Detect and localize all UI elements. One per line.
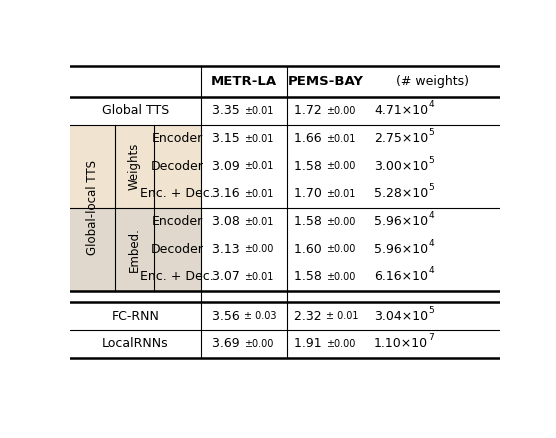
Bar <box>201 263 500 291</box>
Bar <box>201 180 500 208</box>
Text: 1.72: 1.72 <box>294 104 326 117</box>
Bar <box>70 330 500 358</box>
Text: METR-LA: METR-LA <box>211 75 277 88</box>
Text: 6.16×10: 6.16×10 <box>374 270 428 283</box>
Text: (# weights): (# weights) <box>396 75 469 88</box>
Text: 5.96×10: 5.96×10 <box>374 215 428 228</box>
Text: ±0.00: ±0.00 <box>326 244 355 254</box>
Text: Global-local TTS: Global-local TTS <box>86 160 98 255</box>
Text: 5.28×10: 5.28×10 <box>374 187 428 200</box>
Text: 1.58: 1.58 <box>294 215 326 228</box>
Text: 4.71×10: 4.71×10 <box>374 104 428 117</box>
Text: ± 0.01: ± 0.01 <box>326 311 359 321</box>
Text: 3.15: 3.15 <box>212 132 244 145</box>
Text: ±0.01: ±0.01 <box>244 272 274 282</box>
Bar <box>70 66 500 97</box>
Text: 1.10×10: 1.10×10 <box>374 337 428 350</box>
Text: 3.16: 3.16 <box>212 187 244 200</box>
Text: 4: 4 <box>428 239 434 247</box>
Text: ±0.01: ±0.01 <box>244 161 274 171</box>
Text: ±0.00: ±0.00 <box>326 339 355 349</box>
Text: 5: 5 <box>428 128 434 137</box>
Text: ±0.01: ±0.01 <box>244 106 274 116</box>
Text: ±0.01: ±0.01 <box>244 216 274 226</box>
Text: 1.60: 1.60 <box>294 243 326 256</box>
Text: ± 0.03: ± 0.03 <box>244 311 276 321</box>
Bar <box>70 291 500 303</box>
Text: ±0.01: ±0.01 <box>326 189 355 199</box>
Text: Enc. + Dec.: Enc. + Dec. <box>140 187 214 200</box>
Text: Weights: Weights <box>128 142 141 190</box>
Text: 2.32: 2.32 <box>294 310 326 323</box>
Bar <box>70 97 500 125</box>
Text: 5: 5 <box>428 306 434 315</box>
Text: 5: 5 <box>428 183 434 192</box>
Bar <box>201 125 500 152</box>
Bar <box>70 125 201 152</box>
Text: ±0.00: ±0.00 <box>326 216 355 226</box>
Text: Encoder: Encoder <box>152 132 203 145</box>
Text: 4: 4 <box>428 211 434 220</box>
Text: 1.58: 1.58 <box>294 270 326 283</box>
Text: 4: 4 <box>428 100 434 110</box>
Text: ±0.01: ±0.01 <box>326 134 355 144</box>
Text: 1.58: 1.58 <box>294 160 326 173</box>
Text: 2.75×10: 2.75×10 <box>374 132 428 145</box>
Text: Embed.: Embed. <box>128 227 141 272</box>
Text: 3.56: 3.56 <box>212 310 244 323</box>
Text: 3.00×10: 3.00×10 <box>374 160 428 173</box>
Text: 3.69: 3.69 <box>212 337 244 350</box>
Text: ±0.00: ±0.00 <box>326 106 355 116</box>
Bar <box>70 235 201 263</box>
Text: Global TTS: Global TTS <box>102 104 169 117</box>
Text: ±0.00: ±0.00 <box>244 244 274 254</box>
Bar <box>70 208 201 235</box>
Text: Encoder: Encoder <box>152 215 203 228</box>
Bar <box>70 303 500 330</box>
Text: 1.91: 1.91 <box>294 337 326 350</box>
Text: 5.96×10: 5.96×10 <box>374 243 428 256</box>
Bar <box>70 263 201 291</box>
Text: Decoder: Decoder <box>151 243 203 256</box>
Text: LocalRNNs: LocalRNNs <box>102 337 168 350</box>
Text: 3.08: 3.08 <box>212 215 244 228</box>
Text: 7: 7 <box>428 333 434 343</box>
Bar <box>70 152 201 180</box>
Text: PEMS-BAY: PEMS-BAY <box>288 75 364 88</box>
Text: ±0.01: ±0.01 <box>244 134 274 144</box>
Text: ±0.00: ±0.00 <box>244 339 274 349</box>
Text: 1.66: 1.66 <box>294 132 326 145</box>
Text: ±0.00: ±0.00 <box>326 161 355 171</box>
Text: 4: 4 <box>428 266 434 275</box>
Text: 1.70: 1.70 <box>294 187 326 200</box>
Text: Decoder: Decoder <box>151 160 203 173</box>
Bar <box>201 235 500 263</box>
Text: 3.13: 3.13 <box>212 243 244 256</box>
Text: Enc. + Dec.: Enc. + Dec. <box>140 270 214 283</box>
Text: 5: 5 <box>428 155 434 165</box>
Text: 3.35: 3.35 <box>212 104 244 117</box>
Bar <box>201 208 500 235</box>
Text: 3.04×10: 3.04×10 <box>374 310 428 323</box>
Bar <box>70 180 201 208</box>
Text: ±0.00: ±0.00 <box>326 272 355 282</box>
Text: ±0.01: ±0.01 <box>244 189 274 199</box>
Bar <box>201 152 500 180</box>
Text: FC-RNN: FC-RNN <box>111 310 159 323</box>
Text: 3.09: 3.09 <box>212 160 244 173</box>
Text: 3.07: 3.07 <box>212 270 244 283</box>
